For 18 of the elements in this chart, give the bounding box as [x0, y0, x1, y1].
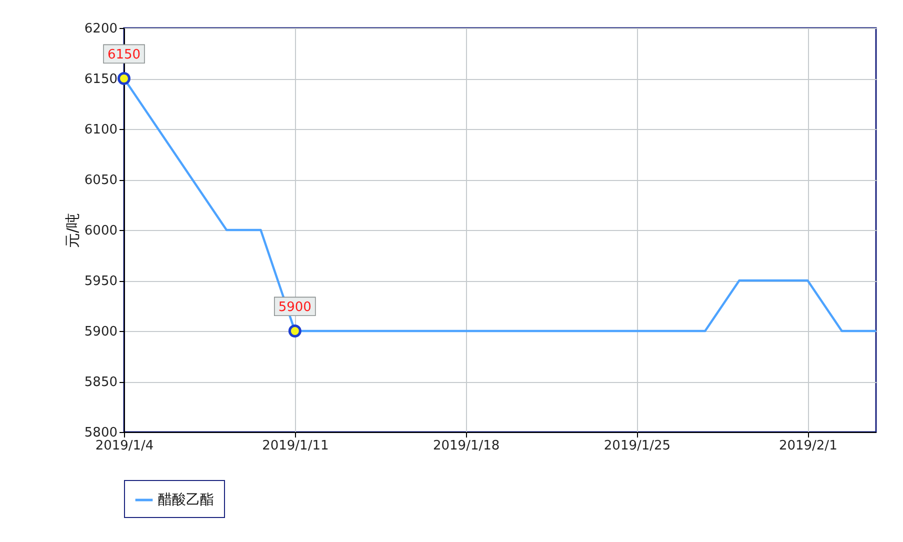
annotation: 6150 [107, 48, 141, 62]
legend-label: 醋酸乙酯 [158, 492, 214, 508]
y-tick-label: 6150 [84, 72, 118, 87]
y-tick-label: 5800 [84, 426, 118, 440]
y-tick-label: 6100 [84, 122, 118, 138]
y-tick-label: 5850 [84, 375, 118, 390]
annotation: 5900 [278, 300, 312, 315]
y-tick-label: 5950 [84, 274, 118, 289]
x-tick-label: 2019/1/18 [432, 438, 500, 454]
y-tick-label: 5900 [84, 324, 118, 340]
y-axis-title: 元/吨 [63, 212, 82, 248]
y-tick-label: 6200 [84, 22, 118, 36]
y-tick-label: 6050 [84, 173, 118, 188]
x-tick-label: 2019/2/1 [778, 438, 838, 454]
y-tick-label: 6000 [84, 224, 118, 238]
x-tick-label: 2019/1/11 [262, 438, 329, 454]
x-tick-label: 2019/1/25 [604, 438, 671, 454]
x-tick-label: 2019/1/4 [95, 438, 154, 454]
